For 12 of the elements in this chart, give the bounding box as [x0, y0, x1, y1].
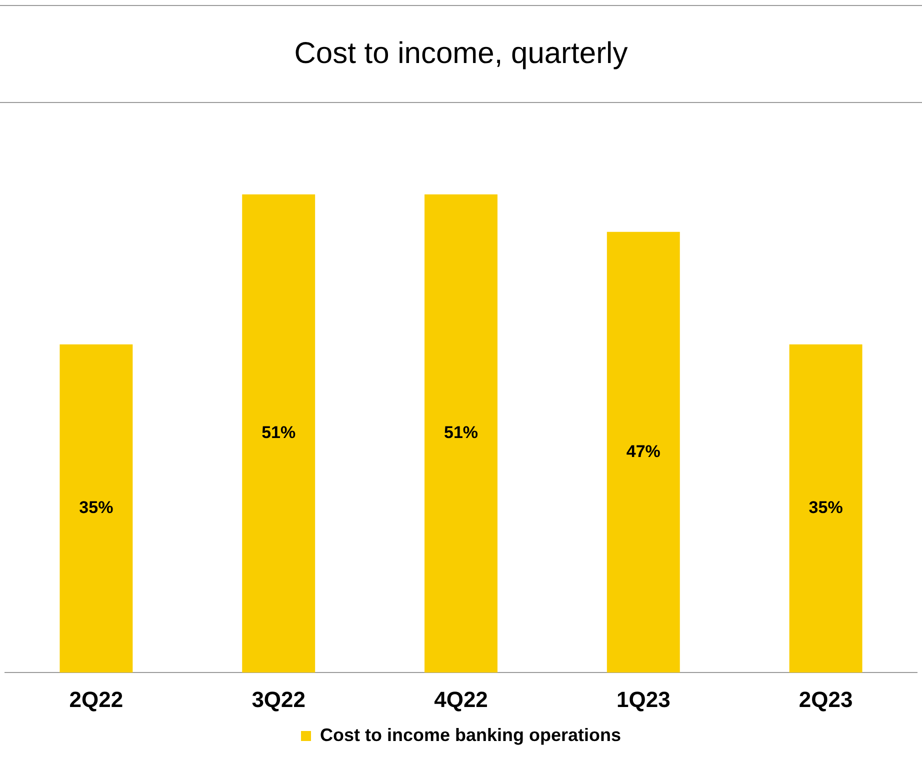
x-tick-label: 1Q23 [616, 686, 670, 712]
data-label: 35% [79, 498, 114, 518]
legend-label: Cost to income banking operations [320, 724, 622, 745]
x-tick-label: 2Q22 [69, 686, 124, 712]
chart-title: Cost to income, quarterly [0, 5, 922, 103]
x-tick-label: 3Q22 [252, 686, 306, 712]
x-tick-label: 2Q23 [798, 686, 853, 712]
data-label: 51% [444, 423, 478, 442]
x-tick-label: 4Q22 [434, 686, 488, 712]
data-label: 35% [808, 498, 843, 518]
data-label: 51% [262, 423, 296, 442]
data-label: 47% [626, 442, 660, 461]
